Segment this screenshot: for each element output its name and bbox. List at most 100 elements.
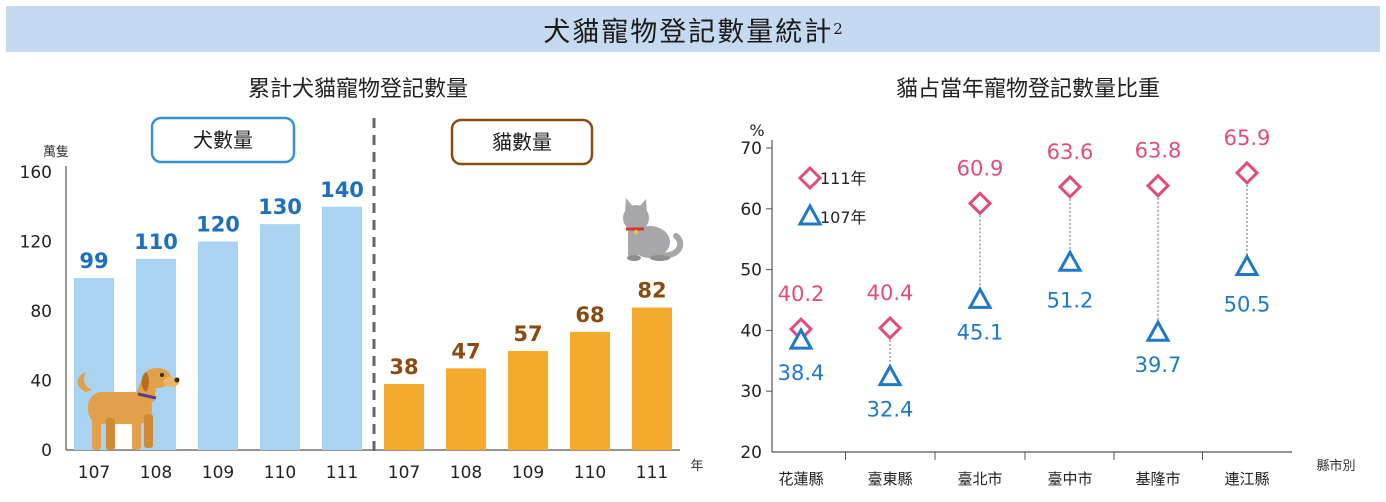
dog-illustration (77, 368, 180, 450)
cat-shape (625, 198, 634, 212)
dog-shape (174, 377, 180, 383)
cat-shape (633, 229, 639, 235)
legend-label-111: 111年 (820, 169, 867, 188)
x-tick-label: 花蓮縣 (778, 470, 823, 488)
y-unit-label: % (749, 121, 764, 140)
dog-count-label: 犬數量 (193, 128, 253, 152)
y-tick-label: 20 (740, 443, 762, 463)
dog-shape (77, 372, 92, 392)
data-label-107: 51.2 (1047, 288, 1094, 312)
x-tick-label: 108 (140, 463, 172, 483)
data-label-111: 65.9 (1224, 126, 1271, 150)
y-tick-label: 0 (41, 441, 52, 461)
bar-value-label: 110 (134, 230, 178, 254)
series-107-marker (967, 286, 993, 309)
bar (198, 241, 238, 450)
page-title: 犬貓寵物登記數量統計 (543, 16, 834, 48)
dog-shape (92, 416, 101, 450)
bar-value-label: 130 (258, 195, 302, 219)
bar (322, 206, 362, 450)
x-tick-label: 107 (78, 463, 110, 483)
x-tick-label: 110 (574, 463, 606, 483)
data-label-107: 38.4 (778, 361, 825, 385)
x-tick-label: 110 (264, 463, 296, 483)
bar (446, 368, 486, 450)
series-107-marker (1145, 319, 1171, 342)
x-unit-label: 年 (690, 459, 703, 474)
cat-shape (627, 255, 641, 261)
bar-value-label: 120 (196, 213, 240, 237)
cat-shape (638, 199, 647, 214)
y-unit-label: 萬隻 (43, 145, 69, 160)
dog-shape (106, 418, 115, 450)
cat-count-label: 貓數量 (492, 130, 552, 154)
bar (570, 331, 610, 450)
scatter-chart-title: 貓占當年寵物登記數量比重 (896, 77, 1160, 102)
data-label-111: 40.4 (867, 281, 914, 305)
bar (384, 383, 424, 450)
series-111-marker (967, 191, 993, 216)
bar-value-label: 140 (320, 178, 364, 202)
group-label-box (150, 116, 296, 164)
cat-shape (630, 226, 670, 258)
data-label-107: 39.7 (1135, 353, 1182, 377)
legend-label-107: 107年 (820, 208, 867, 227)
data-label-111: 60.9 (957, 156, 1004, 180)
x-tick-label: 臺北市 (957, 470, 1002, 488)
bar-value-label: 38 (389, 355, 418, 379)
cat-shape (623, 205, 649, 231)
series-111-marker (1057, 174, 1083, 200)
bar (508, 350, 548, 450)
series-111-marker (877, 315, 903, 341)
series-107-marker (788, 327, 814, 350)
legend-marker-111 (797, 165, 823, 191)
y-tick-label: 40 (740, 321, 762, 341)
x-tick-label: 109 (202, 463, 234, 483)
y-tick-label: 80 (30, 302, 52, 322)
x-tick-label: 111 (636, 463, 668, 483)
data-label-111: 63.8 (1135, 139, 1182, 163)
bar-value-label: 47 (451, 339, 480, 363)
data-label-111: 40.2 (778, 282, 825, 306)
bar-chart-title: 累計犬貓寵物登記數量 (248, 77, 468, 102)
x-tick-label: 連江縣 (1224, 470, 1269, 488)
y-tick-label: 70 (740, 139, 762, 159)
series-111-marker (1145, 173, 1171, 198)
bar (260, 224, 300, 450)
series-107-marker (1234, 253, 1260, 277)
dog-shape (137, 392, 157, 400)
y-tick-label: 60 (740, 200, 762, 220)
x-axis-label: 縣市別 (1316, 458, 1355, 474)
dog-shape (141, 372, 149, 392)
x-tick-label: 109 (512, 463, 544, 483)
x-tick-label: 111 (326, 463, 358, 483)
bar-value-label: 82 (637, 279, 666, 303)
legend-marker-107 (797, 202, 823, 226)
bar (632, 307, 672, 450)
x-tick-label: 臺東縣 (867, 470, 912, 488)
y-tick-label: 120 (20, 233, 52, 253)
series-107-marker (877, 363, 903, 387)
x-tick-label: 基隆市 (1135, 470, 1180, 488)
bar-value-label: 57 (513, 322, 542, 346)
data-label-107: 50.5 (1224, 293, 1271, 317)
title-banner: 犬貓寵物登記數量統計 2 (6, 6, 1380, 52)
group-label-box (450, 118, 594, 166)
y-tick-label: 40 (30, 372, 52, 392)
x-tick-label: 107 (388, 463, 420, 483)
bar-value-label: 99 (79, 249, 108, 273)
y-tick-label: 50 (740, 261, 762, 281)
cat-shape (628, 228, 638, 258)
data-label-111: 63.6 (1047, 140, 1094, 164)
series-111-marker (1234, 160, 1260, 186)
data-label-107: 45.1 (957, 320, 1004, 344)
cat-shape (650, 255, 670, 261)
x-tick-label: 臺中市 (1047, 470, 1092, 488)
series-107-marker (1057, 249, 1083, 272)
y-tick-label: 30 (740, 382, 762, 402)
y-tick-label: 160 (20, 163, 52, 183)
x-tick-label: 108 (450, 463, 482, 483)
title-superscript: 2 (833, 20, 843, 38)
cat-illustration (623, 198, 684, 261)
